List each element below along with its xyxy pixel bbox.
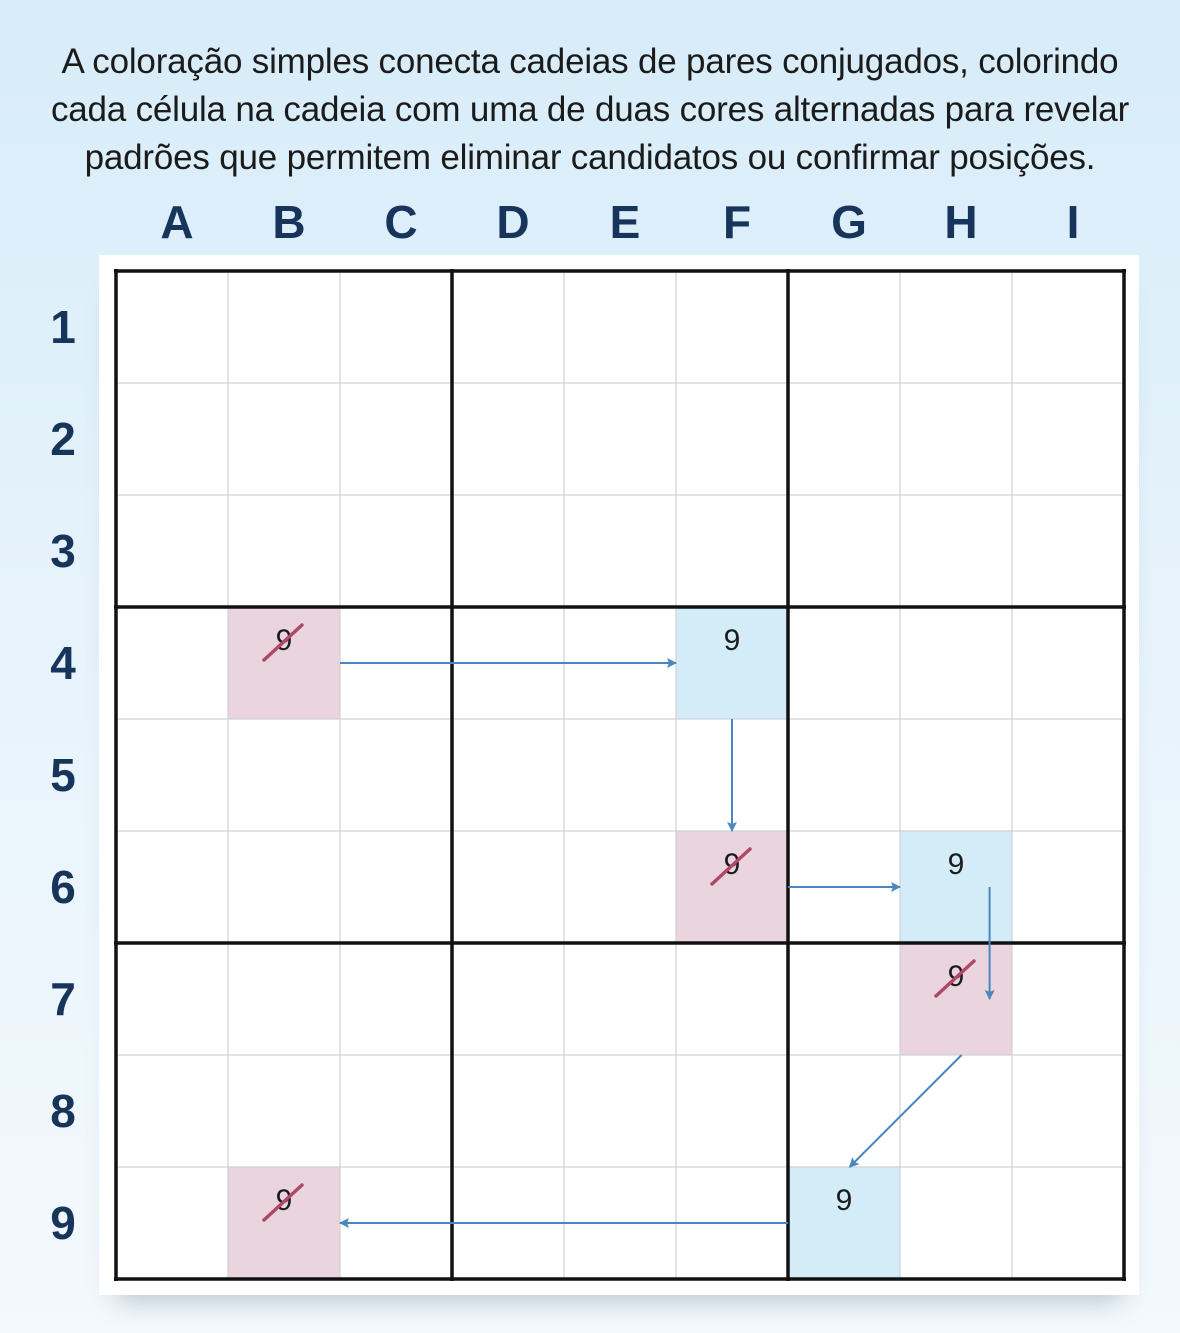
row-label-4: 4 <box>50 637 76 689</box>
strike-mark-b4 <box>262 623 304 662</box>
caption: A coloração simples conecta cadeias de p… <box>40 38 1140 182</box>
cell-b9-pink <box>228 1167 340 1279</box>
column-label-c: C <box>384 196 418 248</box>
caption-line-2: cada célula na cadeia com uma de duas co… <box>50 90 1130 129</box>
column-label-d: D <box>496 196 530 248</box>
grid-panel <box>99 255 1139 1295</box>
column-label-b: B <box>272 196 306 248</box>
link-h7-g9 <box>848 1054 963 1168</box>
column-label-i: I <box>1066 196 1080 248</box>
cell-f6-pink <box>676 831 788 943</box>
caption-line-1: A coloração simples conecta cadeias de p… <box>61 42 1119 81</box>
row-label-1: 1 <box>50 301 76 353</box>
row-label-6: 6 <box>50 861 76 913</box>
cell-b4-pink <box>228 607 340 719</box>
column-label-a: A <box>160 196 194 248</box>
row-label-5: 5 <box>50 749 76 801</box>
column-label-h: H <box>944 196 978 248</box>
column-label-f: F <box>722 196 752 248</box>
strike-mark-f6 <box>710 847 752 886</box>
row-label-9: 9 <box>50 1197 76 1249</box>
cell-f4-blue <box>676 607 788 719</box>
cell-h6-blue <box>900 831 1012 943</box>
strike-mark-h7 <box>934 959 976 998</box>
row-label-2: 2 <box>50 413 76 465</box>
cell-g9-blue <box>788 1167 900 1279</box>
strike-mark-b9 <box>262 1183 304 1222</box>
column-label-g: G <box>831 196 867 248</box>
candidate-h6: 9 <box>948 848 965 881</box>
row-label-7: 7 <box>50 973 76 1025</box>
column-label-e: E <box>609 196 641 248</box>
candidate-g9: 9 <box>836 1184 853 1217</box>
row-label-3: 3 <box>50 525 76 577</box>
caption-line-3: padrões que permitem eliminar candidatos… <box>84 138 1096 177</box>
row-label-8: 8 <box>50 1085 76 1137</box>
candidate-f4: 9 <box>724 624 741 657</box>
